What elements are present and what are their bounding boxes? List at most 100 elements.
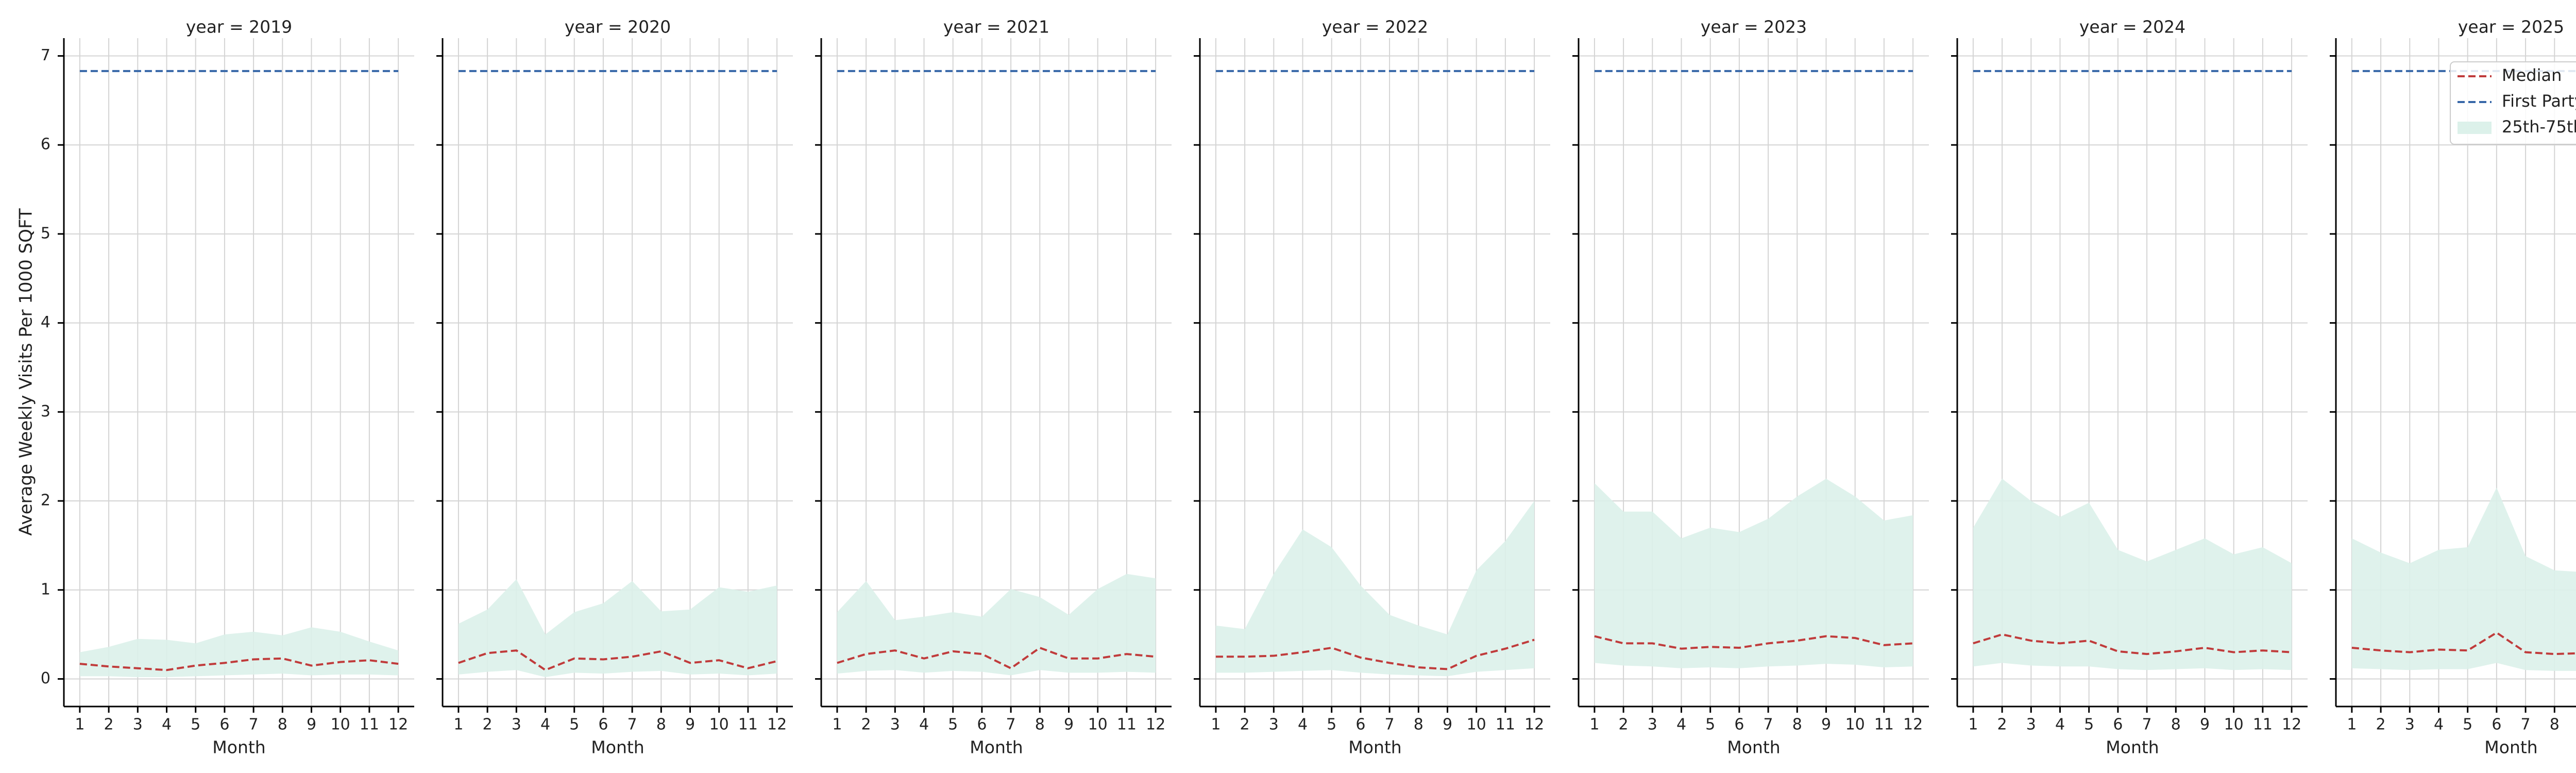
x-tick-label: 7 [2521,716,2531,734]
x-tick-label: 5 [1327,716,1336,734]
x-tick-label: 7 [249,716,259,734]
x-tick-label: 4 [2434,716,2444,734]
x-tick-label: 2 [104,716,114,734]
x-tick-label: 3 [890,716,900,734]
x-tick-label: 9 [1821,716,1831,734]
x-tick-label: 3 [133,716,143,734]
x-tick-label: 5 [191,716,200,734]
x-tick-label: 11 [1496,716,1515,734]
x-tick-label: 9 [307,716,316,734]
panel-title: year = 2024 [2079,17,2185,37]
x-tick-label: 11 [360,716,379,734]
x-tick-label: 1 [2347,716,2357,734]
x-tick-label: 6 [2492,716,2501,734]
x-tick-label: 11 [738,716,758,734]
x-tick-label: 3 [2405,716,2415,734]
series-line [2351,631,2576,656]
x-tick-label: 3 [1648,716,1657,734]
x-tick-label: 7 [2142,716,2152,734]
x-tick-label: 6 [598,716,608,734]
series-line [1973,633,2292,656]
x-axis-label: Month [1727,737,1780,758]
x-tick-label: 3 [512,716,521,734]
x-tick-label: 1 [832,716,842,734]
x-tick-label: 2 [1240,716,1250,734]
x-axis-label: Month [2106,737,2159,758]
x-tick-label: 10 [709,716,729,734]
x-tick-label: 10 [1467,716,1486,734]
x-tick-label: 11 [1874,716,1894,734]
percentile-band [458,579,777,678]
x-tick-label: 2 [861,716,871,734]
y-tick-label: 6 [41,136,50,154]
x-tick-label: 8 [2550,716,2560,734]
x-tick-label: 5 [1705,716,1715,734]
x-axis-label: Month [1348,737,1401,758]
x-tick-label: 9 [1064,716,1074,734]
legend-label: Median [2502,65,2562,85]
x-tick-label: 4 [162,716,172,734]
y-tick-label: 3 [41,402,50,421]
x-tick-label: 10 [331,716,350,734]
x-tick-label: 8 [1792,716,1802,734]
panel-title: year = 2020 [565,17,671,37]
x-tick-label: 5 [2463,716,2472,734]
y-tick-label: 0 [41,669,50,687]
legend-swatch [2458,122,2492,134]
x-tick-label: 1 [1589,716,1599,734]
x-tick-label: 6 [2113,716,2123,734]
percentile-band [2351,488,2576,671]
y-tick-label: 1 [41,580,50,598]
x-tick-label: 1 [1211,716,1221,734]
x-tick-label: 12 [388,716,408,734]
x-tick-label: 7 [1385,716,1395,734]
x-tick-label: 6 [1734,716,1744,734]
x-axis-label: Month [970,737,1023,758]
x-tick-label: 5 [948,716,958,734]
x-tick-label: 6 [977,716,987,734]
panel-title: year = 2022 [1322,17,1428,37]
y-tick-label: 2 [41,492,50,510]
x-tick-label: 10 [1088,716,1108,734]
x-tick-label: 1 [1968,716,1978,734]
series-line [458,649,777,671]
x-tick-label: 7 [1764,716,1773,734]
y-tick-label: 4 [41,313,50,331]
x-tick-label: 3 [2026,716,2036,734]
x-tick-label: 3 [1269,716,1279,734]
panel-title: year = 2021 [943,17,1049,37]
x-tick-label: 9 [2200,716,2210,734]
x-tick-label: 5 [2084,716,2094,734]
x-tick-label: 4 [1676,716,1686,734]
percentile-band [79,627,399,678]
x-tick-label: 2 [483,716,493,734]
series-line [837,646,1156,670]
y-tick-label: 7 [41,46,50,64]
series-line [1215,638,1535,670]
percentile-band [1973,478,2292,670]
x-tick-label: 7 [1006,716,1016,734]
x-tick-label: 2 [2376,716,2386,734]
x-tick-label: 4 [2055,716,2065,734]
x-tick-label: 8 [656,716,666,734]
x-tick-label: 10 [1845,716,1865,734]
percentile-band [837,574,1156,676]
x-tick-label: 10 [2224,716,2244,734]
x-tick-label: 12 [767,716,787,734]
x-tick-label: 2 [1619,716,1629,734]
x-axis-label: Month [212,737,265,758]
x-tick-label: 1 [75,716,84,734]
x-tick-label: 12 [1524,716,1544,734]
x-axis-label: Month [591,737,644,758]
x-tick-label: 8 [278,716,287,734]
x-tick-label: 11 [2253,716,2273,734]
panel-title: year = 2023 [1701,17,1807,37]
x-tick-label: 4 [919,716,929,734]
percentile-band [1594,478,1913,668]
x-tick-label: 12 [2282,716,2301,734]
x-tick-label: 8 [2171,716,2181,734]
x-tick-label: 4 [540,716,550,734]
legend-label: 25th-75th Percentile [2502,117,2576,137]
panel-title: year = 2025 [2458,17,2564,37]
